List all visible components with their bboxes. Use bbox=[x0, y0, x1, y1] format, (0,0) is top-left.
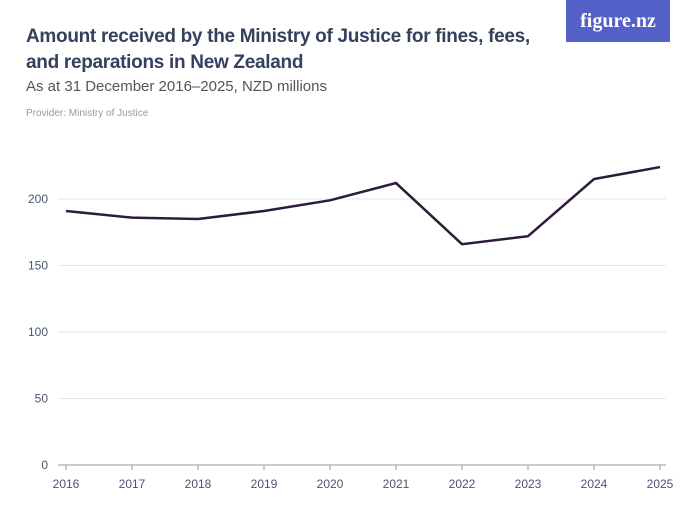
x-tick-label: 2025 bbox=[647, 477, 674, 491]
y-tick-label: 100 bbox=[28, 325, 48, 339]
y-tick-label: 50 bbox=[35, 392, 49, 406]
x-tick-label: 2017 bbox=[119, 477, 146, 491]
x-tick-label: 2022 bbox=[449, 477, 476, 491]
x-tick-label: 2020 bbox=[317, 477, 344, 491]
x-tick-label: 2018 bbox=[185, 477, 212, 491]
chart-subtitle: As at 31 December 2016–2025, NZD million… bbox=[26, 78, 327, 95]
x-tick-label: 2016 bbox=[53, 477, 80, 491]
x-tick-label: 2021 bbox=[383, 477, 410, 491]
y-tick-label: 150 bbox=[28, 259, 48, 273]
figure-nz-logo[interactable]: figure.nz bbox=[566, 0, 670, 42]
y-tick-label: 200 bbox=[28, 192, 48, 206]
x-tick-label: 2023 bbox=[515, 477, 542, 491]
chart-title: Amount received by the Ministry of Justi… bbox=[26, 26, 530, 73]
y-tick-label: 0 bbox=[41, 458, 48, 472]
x-tick-label: 2019 bbox=[251, 477, 278, 491]
series-line bbox=[65, 165, 661, 246]
x-tick-label: 2024 bbox=[581, 477, 608, 491]
provider-label: Provider: Ministry of Justice bbox=[26, 108, 149, 119]
